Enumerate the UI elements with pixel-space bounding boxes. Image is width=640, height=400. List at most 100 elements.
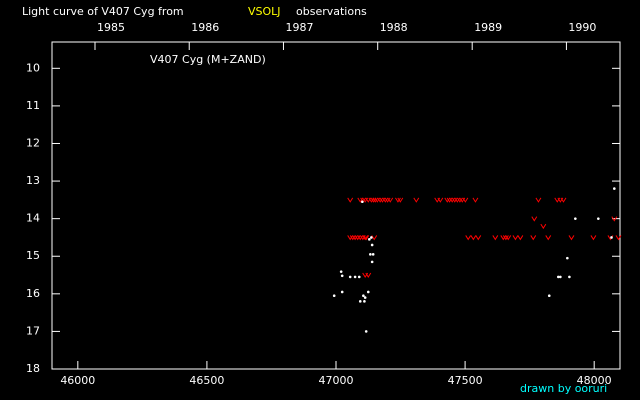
x-tick-label: 46000 bbox=[60, 374, 95, 387]
point-v bbox=[465, 235, 472, 241]
point-dot bbox=[353, 275, 357, 279]
point-dot bbox=[370, 260, 374, 264]
chart-title: Light curve of V407 Cyg from bbox=[22, 5, 184, 18]
point-v bbox=[372, 197, 379, 203]
point-dot bbox=[556, 275, 560, 279]
y-tick-label: 14 bbox=[26, 212, 40, 225]
point-v bbox=[531, 216, 538, 222]
point-v bbox=[611, 216, 618, 222]
x2-tick-label: 1989 bbox=[474, 21, 502, 34]
x-tick-label: 47000 bbox=[319, 374, 354, 387]
point-dot bbox=[366, 290, 370, 294]
point-v bbox=[397, 197, 404, 203]
point-v bbox=[502, 235, 509, 241]
point-v bbox=[530, 235, 537, 241]
point-v bbox=[512, 235, 519, 241]
x2-tick-label: 1988 bbox=[380, 21, 408, 34]
point-v bbox=[568, 235, 575, 241]
x-tick-label: 46500 bbox=[189, 374, 224, 387]
point-v bbox=[362, 235, 369, 241]
point-v bbox=[357, 235, 364, 241]
point-dot bbox=[370, 236, 373, 239]
point-v bbox=[505, 235, 512, 241]
point-v bbox=[377, 197, 384, 203]
chart-title-end: observations bbox=[296, 5, 367, 18]
point-v bbox=[500, 235, 507, 241]
point-v bbox=[354, 235, 361, 241]
point-v bbox=[615, 235, 622, 241]
point-dot bbox=[568, 275, 571, 279]
x2-tick-label: 1990 bbox=[568, 21, 596, 34]
point-dot bbox=[362, 294, 365, 298]
point-v bbox=[413, 197, 420, 203]
point-dot bbox=[357, 275, 361, 279]
point-dot bbox=[332, 294, 336, 298]
plot-frame bbox=[51, 41, 621, 370]
point-dot bbox=[369, 253, 372, 256]
point-v bbox=[475, 235, 482, 241]
point-v bbox=[446, 197, 453, 203]
point-dot bbox=[610, 236, 613, 239]
point-v bbox=[470, 235, 477, 241]
point-v bbox=[449, 197, 456, 203]
y-tick-label: 13 bbox=[26, 174, 40, 187]
point-v bbox=[371, 235, 378, 241]
point-v bbox=[347, 235, 354, 241]
y-tick-label: 16 bbox=[26, 287, 40, 300]
annotation: V407 Cyg (M+ZAND) bbox=[150, 53, 266, 66]
x2-tick-label: 1986 bbox=[191, 21, 219, 34]
point-dot bbox=[348, 275, 352, 279]
point-v bbox=[352, 235, 359, 241]
y-tick-label: 17 bbox=[26, 324, 40, 337]
point-v bbox=[462, 197, 469, 203]
point-v bbox=[451, 197, 458, 203]
point-v bbox=[382, 197, 389, 203]
point-v bbox=[363, 235, 370, 241]
point-v bbox=[492, 235, 499, 241]
y-tick-label: 15 bbox=[26, 249, 40, 262]
credit: drawn by ooruri bbox=[520, 382, 607, 395]
point-v bbox=[444, 197, 451, 203]
point-dot bbox=[368, 238, 371, 241]
y-tick-label: 12 bbox=[26, 136, 40, 149]
point-v bbox=[545, 235, 552, 241]
y-tick-label: 18 bbox=[26, 362, 40, 375]
point-dot bbox=[574, 217, 577, 220]
point-v bbox=[560, 197, 567, 203]
point-dot bbox=[363, 300, 366, 303]
chart-title-source: VSOLJ bbox=[248, 5, 281, 18]
point-v bbox=[454, 197, 461, 203]
x-tick-label: 48000 bbox=[577, 374, 612, 387]
point-dot bbox=[340, 274, 344, 278]
point-v bbox=[590, 235, 597, 241]
point-v bbox=[540, 223, 547, 230]
point-v bbox=[384, 197, 391, 203]
point-v bbox=[437, 197, 444, 203]
point-dot bbox=[566, 256, 569, 260]
point-dot bbox=[364, 330, 368, 333]
point-dot bbox=[613, 187, 616, 190]
point-v bbox=[365, 272, 372, 278]
point-v bbox=[395, 197, 401, 203]
y-tick-label: 10 bbox=[26, 61, 40, 74]
point-dot bbox=[547, 294, 551, 298]
point-dot bbox=[361, 200, 364, 204]
point-v bbox=[387, 197, 394, 203]
point-v bbox=[472, 197, 479, 203]
point-dot bbox=[371, 253, 375, 256]
point-v bbox=[517, 235, 524, 241]
x2-tick-label: 1985 bbox=[97, 21, 125, 34]
point-dot bbox=[597, 217, 600, 220]
point-dot bbox=[340, 290, 344, 294]
point-dot bbox=[370, 243, 374, 247]
point-dot bbox=[363, 296, 367, 299]
y-tick-label: 11 bbox=[26, 99, 40, 112]
point-v bbox=[349, 235, 356, 241]
point-dot bbox=[339, 270, 343, 273]
point-v bbox=[535, 197, 542, 203]
point-dot bbox=[559, 275, 562, 279]
x2-tick-label: 1987 bbox=[285, 21, 313, 34]
point-dot bbox=[358, 300, 362, 303]
point-v bbox=[457, 197, 463, 203]
